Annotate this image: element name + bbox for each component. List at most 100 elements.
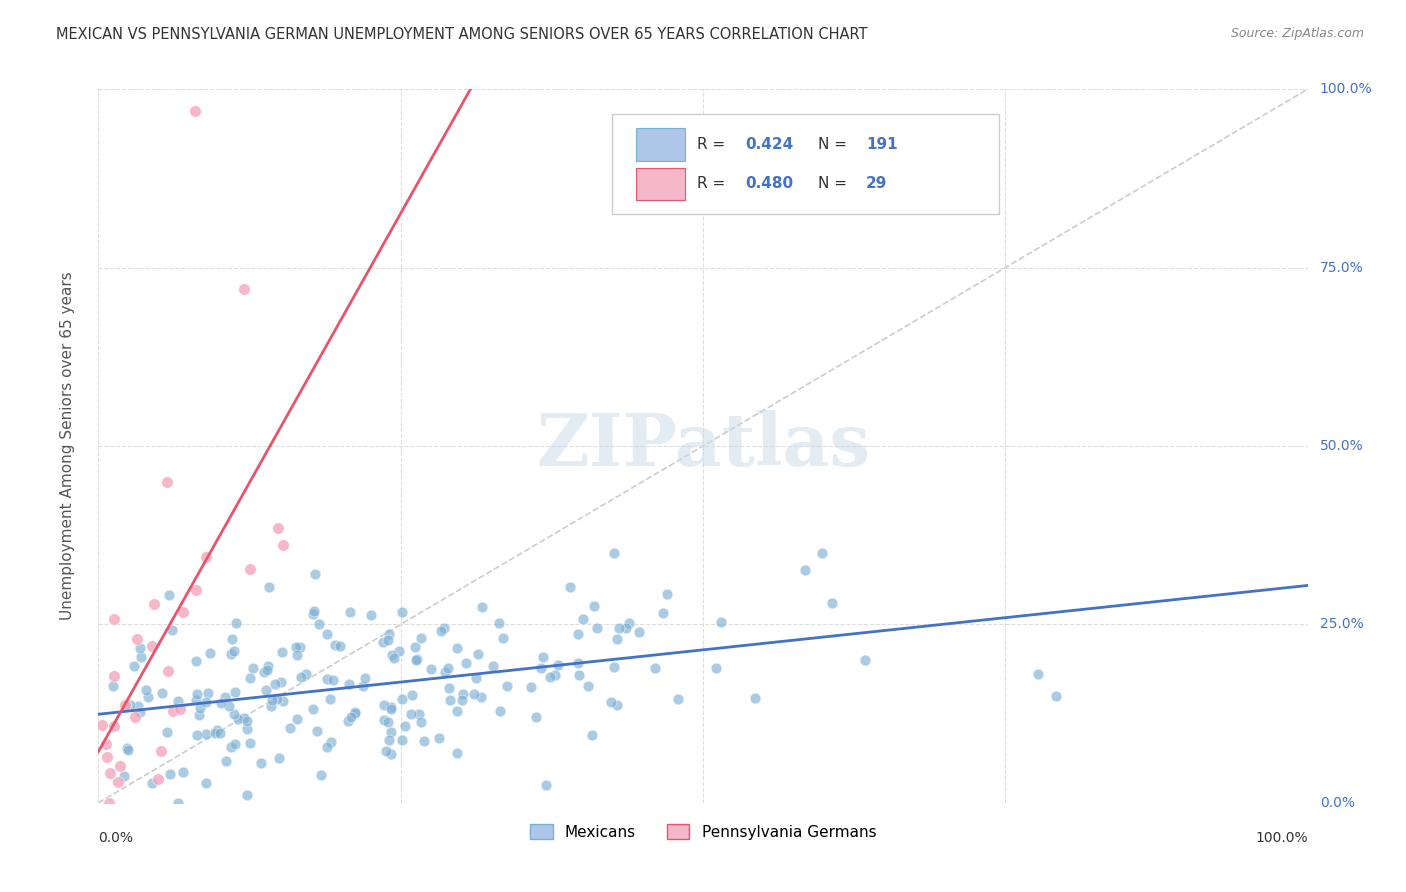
Point bbox=[156, 725, 179, 739]
Point bbox=[599, 695, 621, 709]
Point bbox=[159, 766, 181, 780]
Point bbox=[793, 563, 815, 577]
Point bbox=[205, 723, 228, 737]
Point bbox=[450, 693, 472, 707]
Point bbox=[585, 621, 607, 635]
Point bbox=[94, 737, 117, 751]
Text: Source: ZipAtlas.com: Source: ZipAtlas.com bbox=[1230, 27, 1364, 40]
Text: 0.424: 0.424 bbox=[745, 136, 793, 152]
Bar bbox=[637, 128, 685, 161]
Point bbox=[204, 726, 226, 740]
Point bbox=[195, 727, 218, 741]
Point bbox=[308, 617, 330, 632]
Point bbox=[568, 668, 591, 682]
Point bbox=[295, 666, 318, 681]
Point bbox=[219, 647, 242, 661]
Point bbox=[253, 665, 276, 679]
Point bbox=[429, 731, 451, 746]
Point bbox=[360, 607, 382, 622]
Point bbox=[285, 712, 308, 726]
Point bbox=[381, 648, 404, 662]
Point bbox=[197, 686, 219, 700]
Point bbox=[149, 744, 172, 758]
Point bbox=[344, 706, 367, 720]
Point bbox=[572, 612, 595, 626]
Point bbox=[271, 645, 294, 659]
Text: 29: 29 bbox=[866, 176, 887, 191]
Point bbox=[419, 662, 441, 676]
Point bbox=[488, 616, 510, 631]
Point bbox=[215, 754, 238, 768]
Point bbox=[127, 699, 149, 714]
Point bbox=[405, 653, 427, 667]
Point bbox=[250, 756, 273, 770]
Point bbox=[222, 706, 245, 721]
Point bbox=[198, 646, 221, 660]
Point bbox=[614, 621, 637, 635]
Point bbox=[463, 687, 485, 701]
Point bbox=[254, 682, 277, 697]
Point bbox=[471, 600, 494, 615]
Point bbox=[101, 680, 124, 694]
Point bbox=[309, 768, 332, 782]
Point bbox=[305, 724, 328, 739]
Point bbox=[391, 691, 413, 706]
Point bbox=[470, 690, 492, 705]
Text: 0.480: 0.480 bbox=[745, 176, 793, 191]
Point bbox=[446, 704, 468, 718]
Point bbox=[256, 664, 278, 678]
Point bbox=[260, 699, 283, 714]
Text: R =: R = bbox=[697, 136, 730, 152]
Point bbox=[567, 656, 589, 670]
Point bbox=[576, 679, 599, 693]
Point bbox=[710, 615, 733, 629]
Point bbox=[375, 744, 398, 758]
Point bbox=[406, 652, 429, 666]
Point bbox=[319, 692, 342, 706]
Point bbox=[382, 651, 405, 665]
Point bbox=[544, 668, 567, 682]
Point bbox=[270, 675, 292, 690]
Text: R =: R = bbox=[697, 176, 730, 191]
Point bbox=[373, 635, 395, 649]
Point bbox=[236, 722, 259, 736]
Point bbox=[150, 686, 173, 700]
Point bbox=[529, 661, 551, 675]
Point bbox=[558, 580, 581, 594]
Point bbox=[644, 660, 666, 674]
Point bbox=[315, 627, 337, 641]
Point bbox=[655, 587, 678, 601]
Point bbox=[323, 638, 346, 652]
Bar bbox=[637, 168, 685, 200]
Point bbox=[380, 700, 402, 714]
Point bbox=[439, 681, 461, 695]
Point bbox=[120, 698, 142, 713]
Point bbox=[378, 627, 401, 641]
Point bbox=[103, 612, 125, 626]
Point bbox=[391, 733, 413, 747]
Point bbox=[167, 796, 190, 810]
Point bbox=[242, 661, 264, 675]
Point bbox=[184, 692, 207, 706]
Point bbox=[607, 621, 630, 635]
Point bbox=[304, 566, 326, 581]
Point bbox=[353, 672, 375, 686]
Point bbox=[225, 615, 247, 630]
Point bbox=[257, 659, 280, 673]
Text: ZIPatlas: ZIPatlas bbox=[536, 410, 870, 482]
Point bbox=[391, 605, 413, 619]
Point bbox=[221, 632, 243, 646]
Point bbox=[112, 769, 135, 783]
Point bbox=[284, 640, 307, 655]
Point bbox=[218, 699, 240, 714]
Point bbox=[184, 583, 207, 598]
Point bbox=[209, 726, 232, 740]
Point bbox=[704, 661, 727, 675]
Point bbox=[315, 672, 337, 686]
Point bbox=[339, 605, 361, 619]
Point bbox=[433, 622, 456, 636]
Point bbox=[439, 693, 461, 707]
Point bbox=[467, 647, 489, 661]
Point bbox=[267, 751, 290, 765]
Point bbox=[236, 788, 259, 802]
